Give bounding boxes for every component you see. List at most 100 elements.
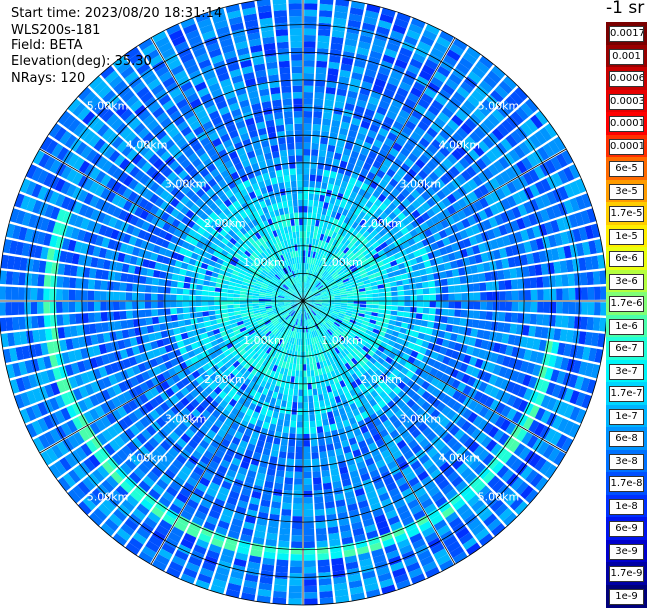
- ray-cell: [325, 93, 335, 100]
- ray-cell: [294, 484, 302, 491]
- ray-cell: [0, 270, 7, 284]
- ray-cell: [304, 459, 311, 466]
- ray-cell: [326, 209, 332, 216]
- ray-cell: [221, 305, 228, 309]
- ray-cell: [158, 309, 165, 316]
- ray-cell: [396, 316, 403, 321]
- ray-cell: [315, 86, 325, 93]
- ray-cell: [306, 351, 309, 358]
- ray-cell: [304, 522, 314, 529]
- ray-cell: [499, 302, 506, 311]
- ray-cell: [228, 286, 235, 290]
- ray-cell: [277, 553, 289, 560]
- ray-cell: [442, 309, 449, 316]
- ray-cell: [303, 181, 308, 187]
- ray-cell: [587, 272, 594, 285]
- ray-cell: [318, 394, 323, 401]
- ray-cell: [12, 287, 19, 300]
- ray-cell: [498, 281, 505, 290]
- ray-cell: [549, 276, 556, 288]
- ray-cell: [325, 157, 332, 164]
- ray-cell: [304, 16, 317, 23]
- ray-cell: [308, 206, 313, 213]
- ray-cell: [202, 306, 209, 311]
- ray-cell: [318, 439, 325, 446]
- ray-cell: [233, 301, 239, 304]
- ray-cell: [353, 292, 360, 295]
- ray-cell: [282, 394, 287, 401]
- ray-cell: [289, 586, 302, 593]
- ray-cell: [177, 314, 184, 320]
- ray-cell: [196, 312, 203, 317]
- ray-cell: [304, 560, 316, 567]
- ray-cell: [295, 377, 299, 384]
- ray-cell: [173, 267, 181, 274]
- ray-cell: [542, 315, 549, 326]
- ray-cell: [403, 312, 410, 317]
- ray-cell: [322, 387, 327, 394]
- ray-cell: [317, 426, 324, 433]
- ray-cell: [305, 263, 307, 269]
- ray-cell: [269, 456, 277, 464]
- ray-cell: [530, 277, 537, 288]
- ray-cell: [0, 318, 7, 332]
- ray-cell: [524, 278, 531, 288]
- ray-cell: [568, 274, 575, 286]
- ray-cell: [269, 423, 276, 431]
- ray-cell: [304, 579, 317, 586]
- ray-cell: [574, 273, 581, 286]
- ray-cell: [313, 363, 317, 370]
- ray-cell: [280, 445, 287, 452]
- ray-cell: [568, 316, 575, 328]
- ray-cell: [146, 317, 153, 325]
- ray-cell: [152, 278, 159, 285]
- ray-cell: [315, 181, 321, 188]
- ray-cell: [327, 145, 335, 152]
- ray-cell: [314, 194, 319, 201]
- ray-cell: [303, 390, 307, 396]
- ray-cell: [366, 301, 372, 304]
- ray-cell: [311, 440, 318, 447]
- ray-cell: [293, 497, 302, 504]
- ray-cell: [304, 592, 317, 599]
- ray-cell: [486, 311, 493, 320]
- ray-cell: [297, 351, 300, 358]
- ray-cell: [282, 374, 287, 381]
- ray-cell: [145, 285, 152, 292]
- ray-cell: [354, 301, 360, 304]
- ray-cell: [316, 67, 327, 74]
- ray-cell: [379, 297, 385, 301]
- ray-cell: [304, 86, 314, 93]
- ray-cell: [311, 156, 318, 163]
- ray-cell: [478, 320, 485, 329]
- ray-cell: [304, 535, 315, 542]
- ray-cell: [303, 193, 308, 199]
- ray-cell: [319, 374, 324, 381]
- ray-cell: [284, 388, 289, 395]
- ray-cell: [304, 29, 316, 36]
- ray-cell: [270, 508, 280, 516]
- ray-cell: [62, 289, 69, 300]
- ray-cell: [458, 267, 466, 275]
- ray-cell: [324, 100, 334, 107]
- ray-cell: [300, 364, 303, 370]
- ray-cell: [56, 302, 63, 313]
- ray-cell: [326, 87, 336, 95]
- ray-cell: [452, 325, 459, 333]
- ray-cell: [499, 291, 506, 300]
- ray-cell: [299, 333, 301, 339]
- ray-cell: [290, 567, 302, 574]
- ray-cell: [25, 316, 32, 329]
- ray-cell: [347, 301, 353, 303]
- ray-cell: [395, 275, 402, 281]
- ray-cell: [556, 302, 563, 314]
- ray-cell: [325, 437, 332, 444]
- ray-cell: [287, 401, 292, 408]
- ray-cell: [300, 352, 303, 358]
- ray-cell: [202, 291, 209, 296]
- ray-cell: [31, 302, 38, 314]
- ray-cell: [393, 326, 400, 332]
- ray-cell: [319, 400, 325, 407]
- ray-cell: [294, 478, 302, 485]
- ray-cell: [94, 302, 101, 311]
